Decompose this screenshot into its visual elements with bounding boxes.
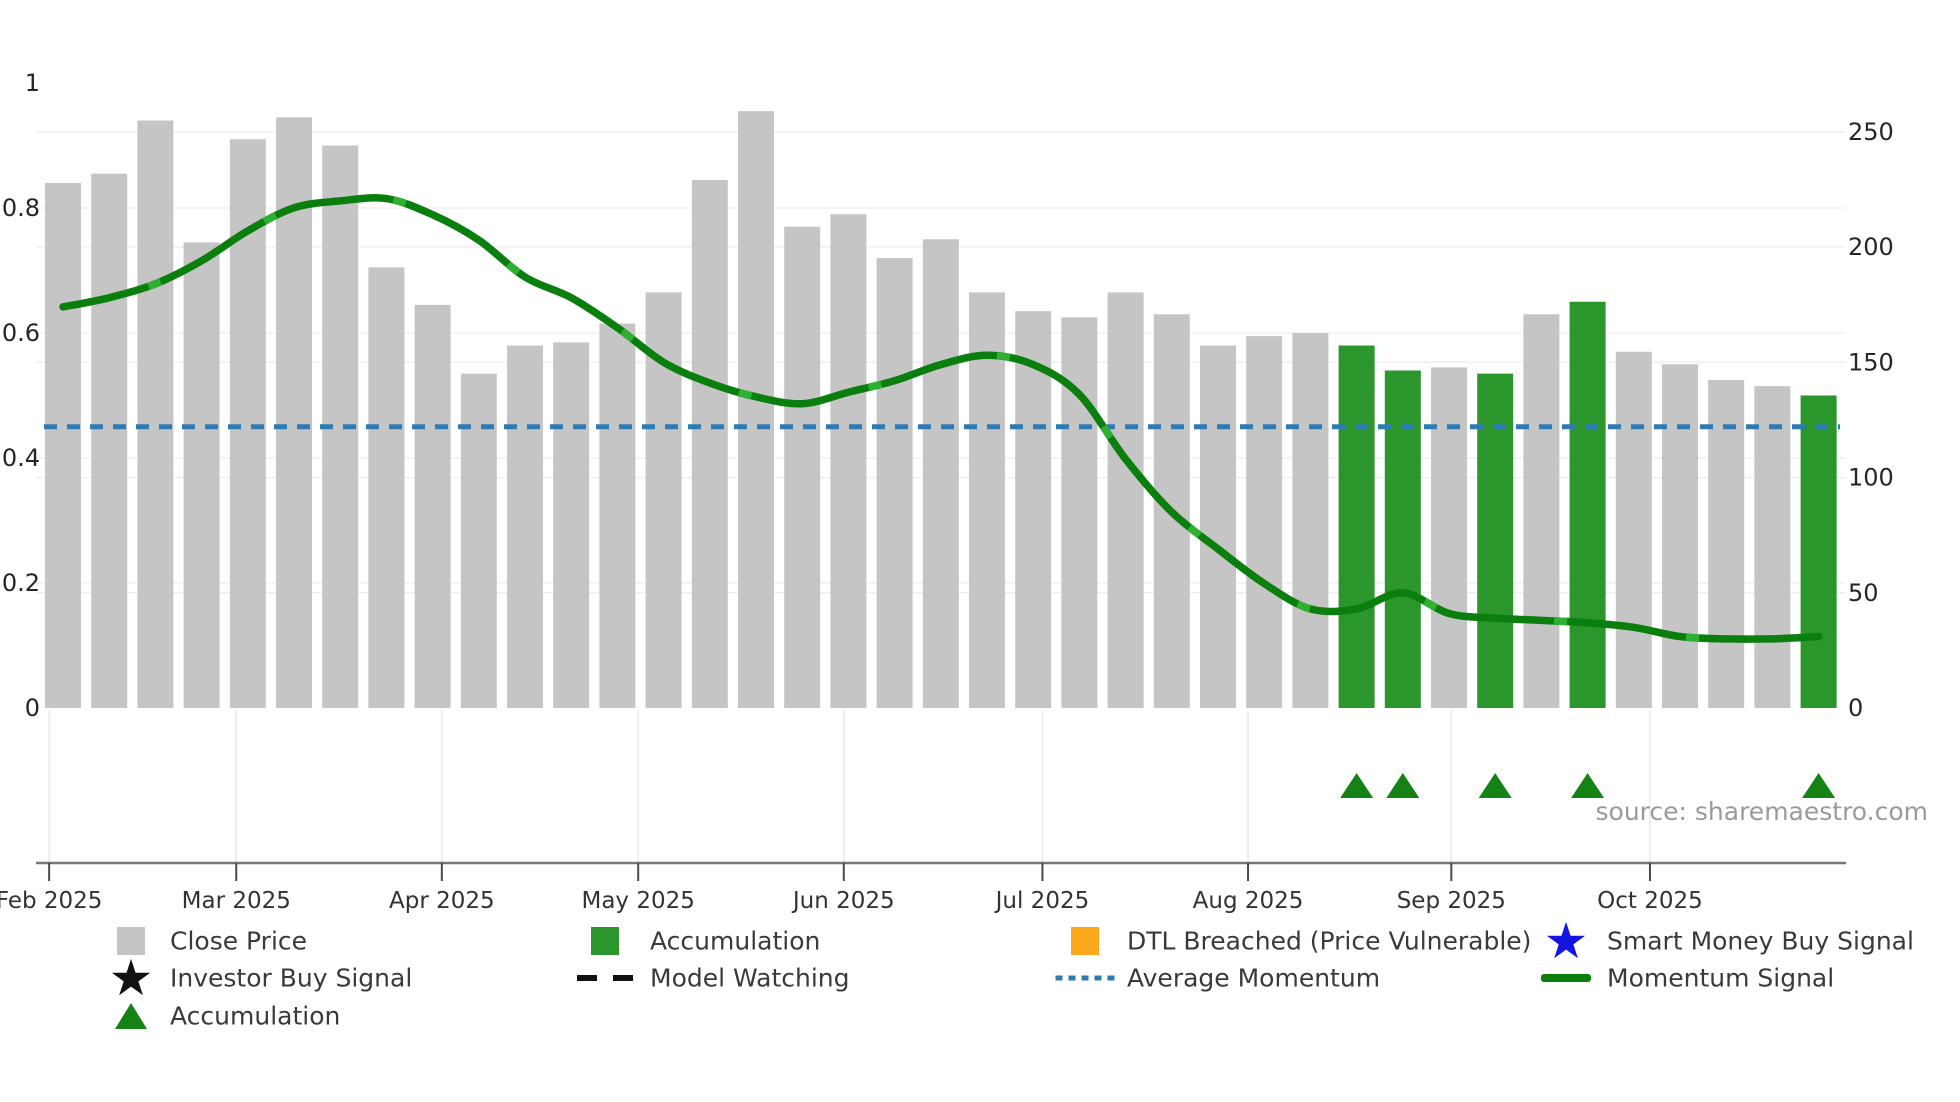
close-price-bar (1292, 333, 1329, 708)
close-price-bar (691, 179, 728, 708)
close-price-bar (969, 292, 1005, 708)
close-price-bar (1523, 314, 1560, 708)
x-axis-month-label: Oct 2025 (1597, 888, 1703, 914)
accumulation-bar (1800, 395, 1837, 708)
right-axis-tick-label: 0 (1848, 694, 1863, 722)
left-axis-tick-label: 0.2 (2, 569, 40, 597)
close-price-bar (1615, 351, 1652, 708)
accumulation-triangle-icon (1571, 773, 1605, 798)
left-axis-tick-label: 0.4 (2, 444, 40, 472)
close-price-bar (738, 111, 774, 708)
close-price-bar (1061, 317, 1098, 708)
close-price-bar (830, 214, 867, 708)
close-price-bar (784, 226, 821, 708)
x-axis-month-label: Feb 2025 (0, 888, 102, 914)
close-price-bar (1200, 345, 1236, 708)
close-price-bar (460, 373, 497, 708)
right-axis-tick-label: 100 (1848, 464, 1894, 492)
x-axis-month-label: Aug 2025 (1193, 888, 1304, 914)
close-price-bar (553, 342, 590, 708)
accumulation-bar (1384, 370, 1421, 708)
accumulation-bar (1569, 301, 1606, 708)
close-price-bar (137, 120, 174, 708)
left-axis-tick-label: 0.8 (2, 194, 40, 222)
close-price-bar (183, 242, 220, 708)
close-price-bar (45, 183, 81, 708)
left-axis-tick-label: 0 (25, 694, 40, 722)
accumulation-triangle-icon (1802, 773, 1836, 798)
x-axis-month-label: May 2025 (581, 888, 694, 914)
close-price-bar (1246, 336, 1283, 708)
close-price-bar (922, 239, 959, 708)
close-price-bar (414, 304, 451, 708)
close-price-bar (1431, 367, 1467, 708)
accumulation-bar (1338, 345, 1375, 708)
accumulation-triangle-icon (1478, 773, 1512, 798)
accumulation-triangle-icon (1340, 773, 1374, 798)
close-price-bar (1708, 379, 1745, 708)
x-axis-month-label: Jul 2025 (994, 888, 1090, 914)
momentum-signal-line (59, 194, 1823, 643)
x-axis-month-label: Sep 2025 (1397, 888, 1506, 914)
x-axis-month-label: Apr 2025 (389, 888, 495, 914)
close-price-bar (1662, 364, 1698, 708)
source-credit: source: sharemaestro.com (1595, 797, 1929, 826)
close-price-bar (91, 173, 128, 708)
close-price-bar (599, 323, 636, 708)
accumulation-triangle-icon (1386, 773, 1420, 798)
x-axis-month-label: Jun 2025 (791, 888, 895, 914)
right-axis-tick-label: 200 (1848, 233, 1894, 261)
right-axis-tick-label: 250 (1848, 118, 1894, 146)
close-price-bar (1107, 292, 1144, 708)
close-price-bar (368, 267, 405, 708)
right-axis-tick-label: 50 (1848, 579, 1879, 607)
close-price-bar (876, 258, 913, 708)
close-price-bar (507, 345, 543, 708)
close-price-bar (1754, 386, 1791, 708)
left-axis-tick-label: 1 (25, 69, 40, 97)
close-price-bar (1015, 311, 1052, 708)
left-axis-tick-label: 0.6 (2, 319, 40, 347)
x-axis-month-label: Mar 2025 (182, 888, 291, 914)
right-axis-tick-label: 150 (1848, 348, 1894, 376)
accumulation-bar (1477, 373, 1514, 708)
